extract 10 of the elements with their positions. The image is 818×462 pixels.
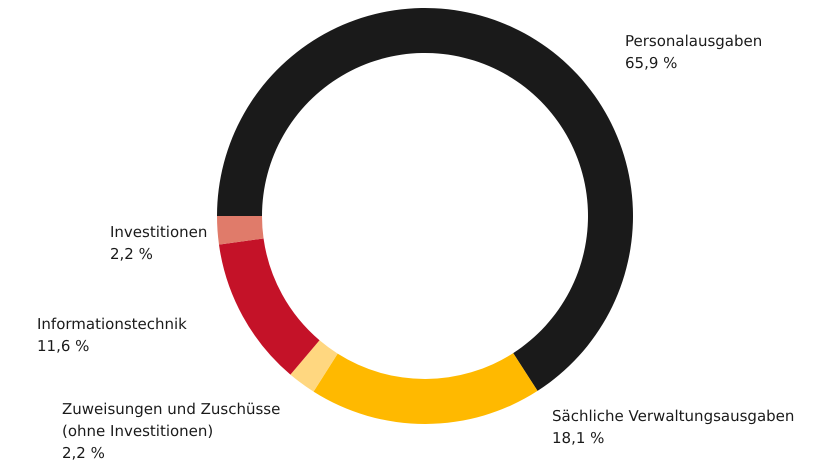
slice-label: Informationstechnik (37, 315, 188, 333)
data-label: 11,6 % (37, 337, 90, 355)
slice-label: Investitionen (110, 223, 208, 241)
slice-label: Sächliche Verwaltungsausgaben (552, 407, 794, 425)
data-label: 18,1 % (552, 429, 604, 447)
data-label: 2,2 % (62, 444, 105, 462)
data-label: 65,9 % (625, 54, 678, 72)
slice-label: Zuweisungen und Zuschüsse (ohne Investitionen) (62, 400, 280, 440)
slice-label: Personalausgaben (625, 32, 762, 50)
data-label: 2,2 % (110, 245, 153, 263)
